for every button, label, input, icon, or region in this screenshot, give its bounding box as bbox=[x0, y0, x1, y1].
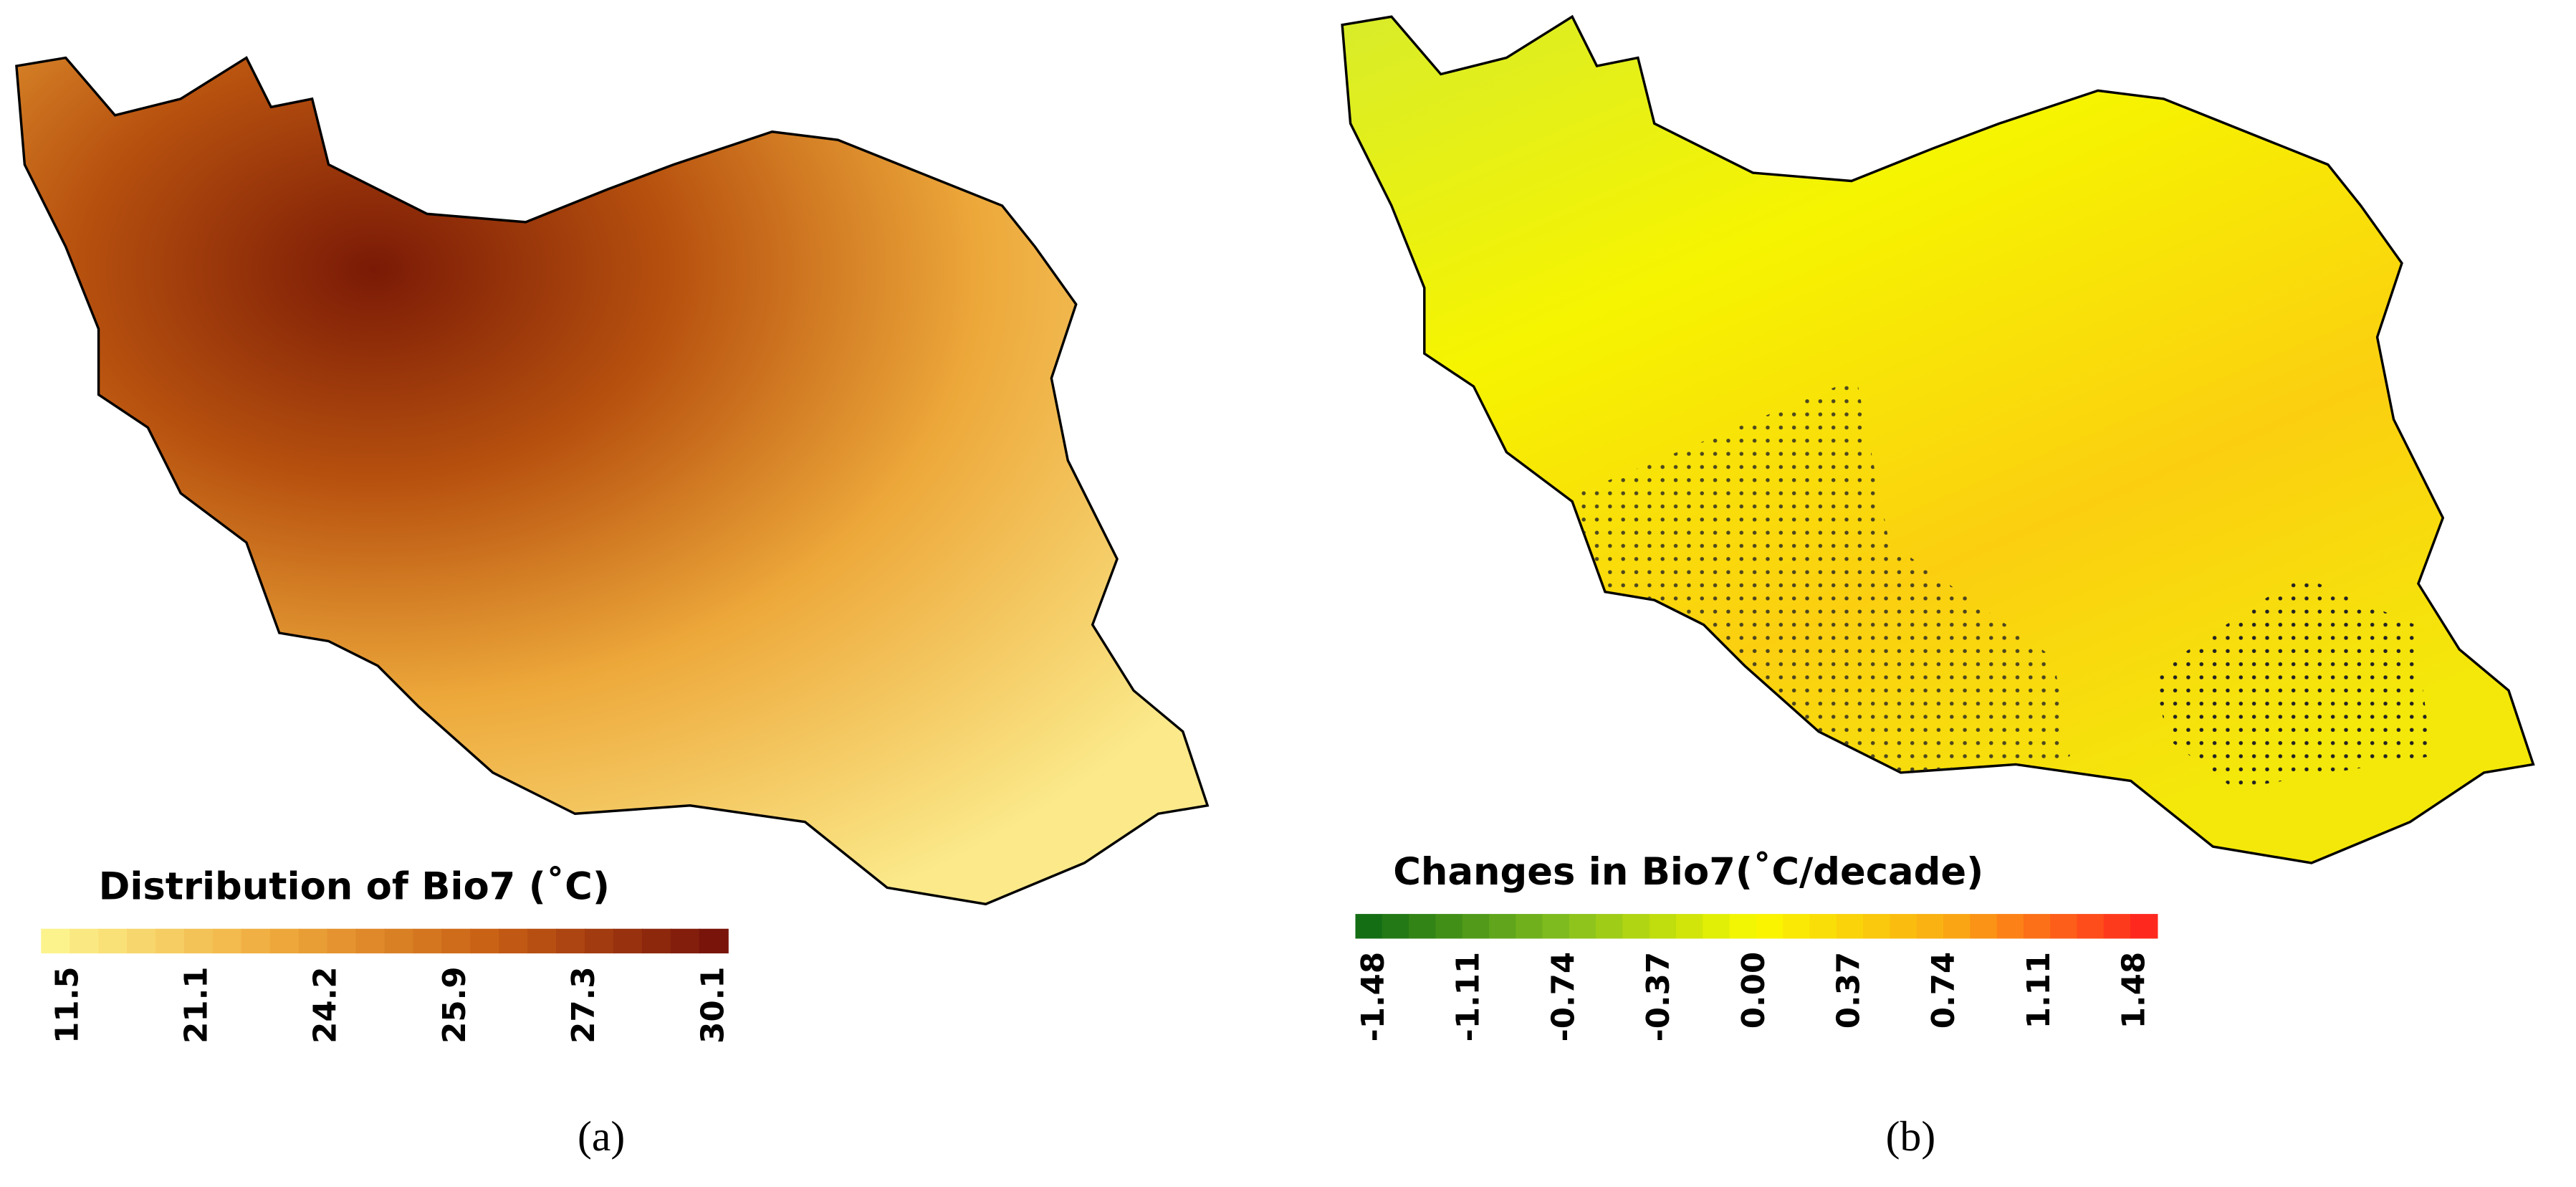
colorbar-tick-label: -1.11 bbox=[1451, 952, 1487, 1042]
colorbar-cell bbox=[699, 928, 729, 954]
colorbar-cell bbox=[2077, 914, 2105, 939]
colorbar-cell bbox=[1809, 914, 1837, 939]
colorbar-cell bbox=[155, 928, 186, 954]
legend-title: Distribution of Bio7 (˚C) bbox=[99, 864, 610, 908]
colorbar-cell bbox=[1996, 914, 2025, 939]
colorbar-cell bbox=[1488, 914, 1517, 939]
colorbar-cell bbox=[269, 928, 300, 954]
legend-title: Changes in Bio7(˚C/decade) bbox=[1393, 850, 1983, 894]
colorbar-cell bbox=[1542, 914, 1571, 939]
colorbar-cell bbox=[212, 928, 242, 954]
colorbar-cell bbox=[327, 928, 357, 954]
colorbar-cell bbox=[499, 928, 529, 954]
colorbar-tick-label: 0.00 bbox=[1736, 952, 1772, 1029]
colorbar-cell bbox=[1783, 914, 1811, 939]
colorbar-tick-label: -0.74 bbox=[1546, 952, 1581, 1042]
colorbar-tick-label: 11.5 bbox=[49, 966, 85, 1043]
colorbar-cell bbox=[1649, 914, 1677, 939]
colorbar-cell bbox=[384, 928, 414, 954]
colorbar-cell bbox=[183, 928, 214, 954]
colorbar-tick-label: 25.9 bbox=[437, 966, 473, 1043]
colorbar-cell bbox=[1462, 914, 1490, 939]
colorbar-cell bbox=[241, 928, 271, 954]
colorbar-cell bbox=[1916, 914, 1945, 939]
map-b bbox=[1341, 15, 2535, 864]
colorbar-cell bbox=[556, 928, 586, 954]
colorbar-cell bbox=[2130, 914, 2158, 939]
colorbar-cell bbox=[1516, 914, 1543, 939]
colorbar-cell bbox=[527, 928, 557, 954]
colorbar-cell bbox=[1836, 914, 1864, 939]
colorbar-cell bbox=[1596, 914, 1624, 939]
colorbar-cell bbox=[2023, 914, 2051, 939]
colorbar-cell bbox=[1863, 914, 1891, 939]
colorbar-cell bbox=[1622, 914, 1650, 939]
colorbar-cell bbox=[470, 928, 500, 954]
colorbar-tick-label: 1.48 bbox=[2117, 952, 2153, 1029]
colorbar-cell bbox=[2050, 914, 2078, 939]
colorbar-cell bbox=[127, 928, 157, 954]
colorbar-tick-label: 0.74 bbox=[1926, 952, 1962, 1029]
colorbar-cell bbox=[1703, 914, 1730, 939]
colorbar-cell bbox=[1676, 914, 1704, 939]
colorbar-cell bbox=[41, 928, 71, 954]
colorbar-cell bbox=[441, 928, 471, 954]
colorbar-cell bbox=[1435, 914, 1463, 939]
colorbar-tick-label: 30.1 bbox=[695, 966, 731, 1043]
colorbar-cell bbox=[413, 928, 443, 954]
colorbar-cell bbox=[1382, 914, 1410, 939]
colorbar-cell bbox=[1355, 914, 1383, 939]
colorbar-cell bbox=[1756, 914, 1784, 939]
colorbar-tick-label: 0.37 bbox=[1831, 952, 1867, 1029]
colorbar-cell bbox=[641, 928, 671, 954]
colorbar-tick-label: 24.2 bbox=[308, 966, 344, 1043]
colorbar-cell bbox=[355, 928, 386, 954]
colorbar-cell bbox=[1890, 914, 1917, 939]
colorbar-cell bbox=[1729, 914, 1758, 939]
colorbar-cell bbox=[585, 928, 615, 954]
colorbar-cell bbox=[98, 928, 128, 954]
panel-label: (b) bbox=[1886, 1112, 1936, 1160]
map-a bbox=[15, 56, 1209, 906]
colorbar-cell bbox=[670, 928, 700, 954]
colorbar-tick-label: -1.48 bbox=[1356, 952, 1392, 1042]
colorbar-cell bbox=[1943, 914, 1971, 939]
colorbar-cell bbox=[70, 928, 100, 954]
colorbar-cell bbox=[2103, 914, 2132, 939]
panel-label: (a) bbox=[578, 1112, 625, 1160]
colorbar-tick-label: 27.3 bbox=[566, 966, 602, 1043]
colorbar-cell bbox=[298, 928, 328, 954]
colorbar-tick-label: -0.37 bbox=[1641, 952, 1677, 1042]
colorbar-cell bbox=[1970, 914, 1998, 939]
colorbar-cell bbox=[1569, 914, 1597, 939]
colorbar-cell bbox=[613, 928, 643, 954]
colorbar-cell bbox=[1409, 914, 1437, 939]
colorbar-tick-label: 1.11 bbox=[2021, 952, 2057, 1029]
colorbar-tick-label: 21.1 bbox=[179, 966, 215, 1043]
